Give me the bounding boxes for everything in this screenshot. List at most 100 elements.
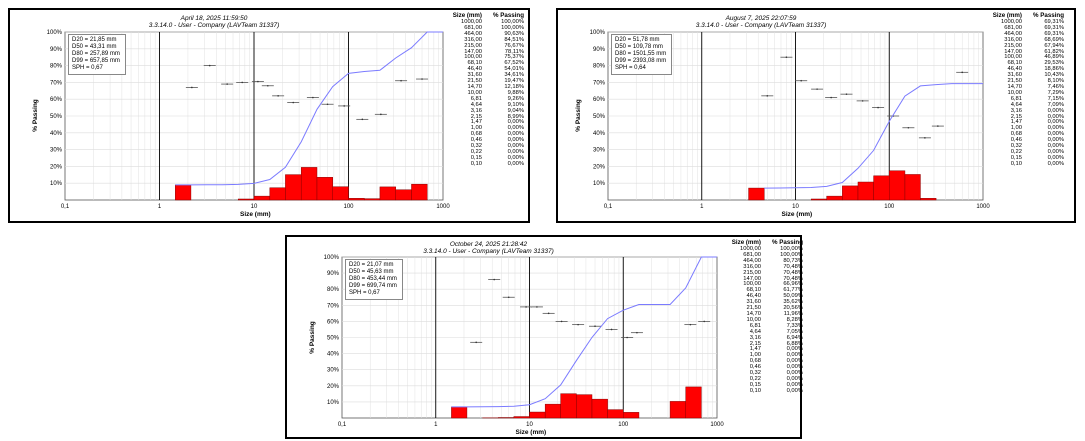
- size-cell: 46,40: [1007, 66, 1022, 73]
- chart-svg: 10% 20% 30% 40% 50% 60% 70% 80% 90% 100% 0,1 1 10 100…: [590, 30, 991, 210]
- size-cell: 2,15: [749, 340, 761, 347]
- size-cell: 681,00: [743, 251, 761, 258]
- size-cell: 100,00: [464, 54, 482, 61]
- size-cell: 1000,00: [740, 246, 761, 252]
- passing-cell: 10,43%: [1044, 72, 1064, 79]
- size-cell: 10,00: [1007, 89, 1022, 96]
- data-marker-dot: [380, 113, 382, 116]
- x-tick-label: 1000: [436, 204, 450, 210]
- stat-line: D20 = 21,85 mm: [72, 37, 117, 43]
- passing-cell: 61,82%: [1044, 48, 1064, 55]
- size-cell: 1,00: [1010, 125, 1022, 132]
- size-column: Size (mm) 1000,00 681,00 464,00 316,00 215,00…: [727, 239, 761, 395]
- data-marker-dot: [361, 118, 364, 121]
- size-cell: 14,70: [1007, 83, 1022, 90]
- histogram-bar: [842, 185, 859, 201]
- passing-cell: 67,52%: [504, 60, 524, 67]
- histogram-bar: [269, 187, 286, 201]
- y-axis-label: % Passing: [308, 320, 316, 354]
- passing-cell: 0,00%: [786, 370, 803, 377]
- stat-line: SPH = 0,67: [349, 290, 380, 296]
- y-tick-label: 80%: [50, 64, 63, 70]
- passing-cell: 100,00%: [501, 19, 524, 25]
- size-cell: 316,00: [1004, 36, 1022, 43]
- passing-cell: 0,00%: [507, 143, 524, 150]
- data-marker-dot: [594, 325, 596, 328]
- passing-cell: 34,61%: [504, 72, 524, 79]
- y-tick-label: 10%: [327, 400, 340, 406]
- size-cell: 1000,00: [461, 19, 482, 25]
- passing-cell: 35,62%: [783, 299, 803, 306]
- size-cell: 0,22: [749, 375, 761, 382]
- y-tick-label: 40%: [327, 352, 340, 358]
- y-tick-label: 90%: [327, 271, 340, 277]
- y-tick-label: 30%: [327, 368, 340, 374]
- data-marker-dot: [610, 328, 613, 331]
- passing-cell: 0,00%: [1047, 137, 1064, 144]
- passing-cell: 9,88%: [507, 89, 524, 96]
- histogram-bar: [669, 401, 686, 419]
- size-cell: 1,00: [470, 125, 482, 132]
- data-marker-dot: [907, 126, 910, 129]
- data-marker-dot: [547, 312, 550, 315]
- size-cell: 100,00: [743, 281, 761, 288]
- data-marker-dot: [626, 336, 628, 339]
- size-cell: 3,16: [1010, 107, 1022, 114]
- stat-line: SPH = 0,67: [72, 65, 103, 71]
- stat-line: D80 = 257,89 mm: [72, 51, 120, 57]
- y-tick-label: 10%: [593, 181, 606, 187]
- size-cell: 0,32: [749, 370, 761, 377]
- size-cell: 147,00: [464, 48, 482, 55]
- passing-cell: 90,63%: [504, 30, 524, 37]
- passing-cell: 70,48%: [783, 263, 803, 270]
- x-tick-label: 10: [792, 204, 799, 210]
- size-cell: 1,47: [1010, 119, 1022, 126]
- y-tick-label: 20%: [593, 164, 606, 170]
- x-tick-label: 100: [343, 204, 354, 210]
- passing-cell: 75,37%: [504, 54, 524, 61]
- y-tick-label: 70%: [50, 80, 63, 86]
- size-cell: 14,70: [467, 83, 482, 90]
- histogram-bar: [395, 189, 412, 201]
- data-marker-dot: [766, 95, 769, 97]
- chart-svg: 10% 20% 30% 40% 50% 60% 70% 80% 90% 100% 0,1 1 10 100…: [47, 30, 451, 210]
- cumulative-curve: [764, 83, 983, 189]
- size-cell: 1,00: [749, 352, 761, 359]
- histogram-bar: [920, 198, 937, 201]
- y-tick-label: 50%: [50, 114, 63, 120]
- x-tick-label: 1000: [710, 422, 724, 428]
- histogram-bar: [285, 174, 302, 201]
- size-cell: 464,00: [743, 257, 761, 264]
- histogram-bar: [685, 386, 702, 419]
- stat-line: D20 = 51,78 mm: [615, 37, 660, 43]
- size-cell: 10,00: [467, 89, 482, 96]
- passing-cell: 6,88%: [786, 340, 803, 347]
- passing-cell: 100,00%: [780, 246, 803, 252]
- passing-cell: 69,31%: [1044, 24, 1064, 31]
- passing-cell: 8,99%: [507, 113, 524, 120]
- size-cell: 0,46: [749, 364, 761, 371]
- passing-cell: 12,18%: [504, 83, 524, 90]
- y-axis-label: % Passing: [574, 99, 582, 132]
- passing-header: % Passing: [772, 239, 803, 246]
- passing-cell: 50,09%: [783, 293, 803, 300]
- chart-title: October 24, 2025 21:28:42: [449, 241, 528, 248]
- stat-line: D80 = 453,44 mm: [349, 276, 397, 282]
- x-axis-label: Size (mm): [240, 211, 271, 218]
- size-cell: 0,15: [749, 381, 761, 388]
- size-cell: 31,60: [1007, 72, 1022, 79]
- passing-cell: 0,00%: [786, 387, 803, 394]
- passing-cell: 0,00%: [786, 358, 803, 365]
- data-marker-dot: [241, 81, 243, 84]
- x-tick-label: 10: [251, 204, 258, 210]
- chart-svg: 10% 20% 30% 40% 50% 60% 70% 80% 90% 100% 0,1 1 10 100…: [324, 255, 725, 428]
- data-marker-dot: [343, 105, 345, 107]
- y-tick-label: 80%: [327, 287, 340, 293]
- passing-cell: 54,01%: [504, 66, 524, 73]
- passing-cell: 18,86%: [1044, 66, 1064, 73]
- passing-cell: 11,96%: [783, 310, 803, 317]
- size-cell: 46,40: [746, 293, 761, 300]
- passing-cell: 70,48%: [783, 275, 803, 282]
- histogram-bar: [175, 184, 192, 201]
- histogram-bar: [332, 186, 349, 201]
